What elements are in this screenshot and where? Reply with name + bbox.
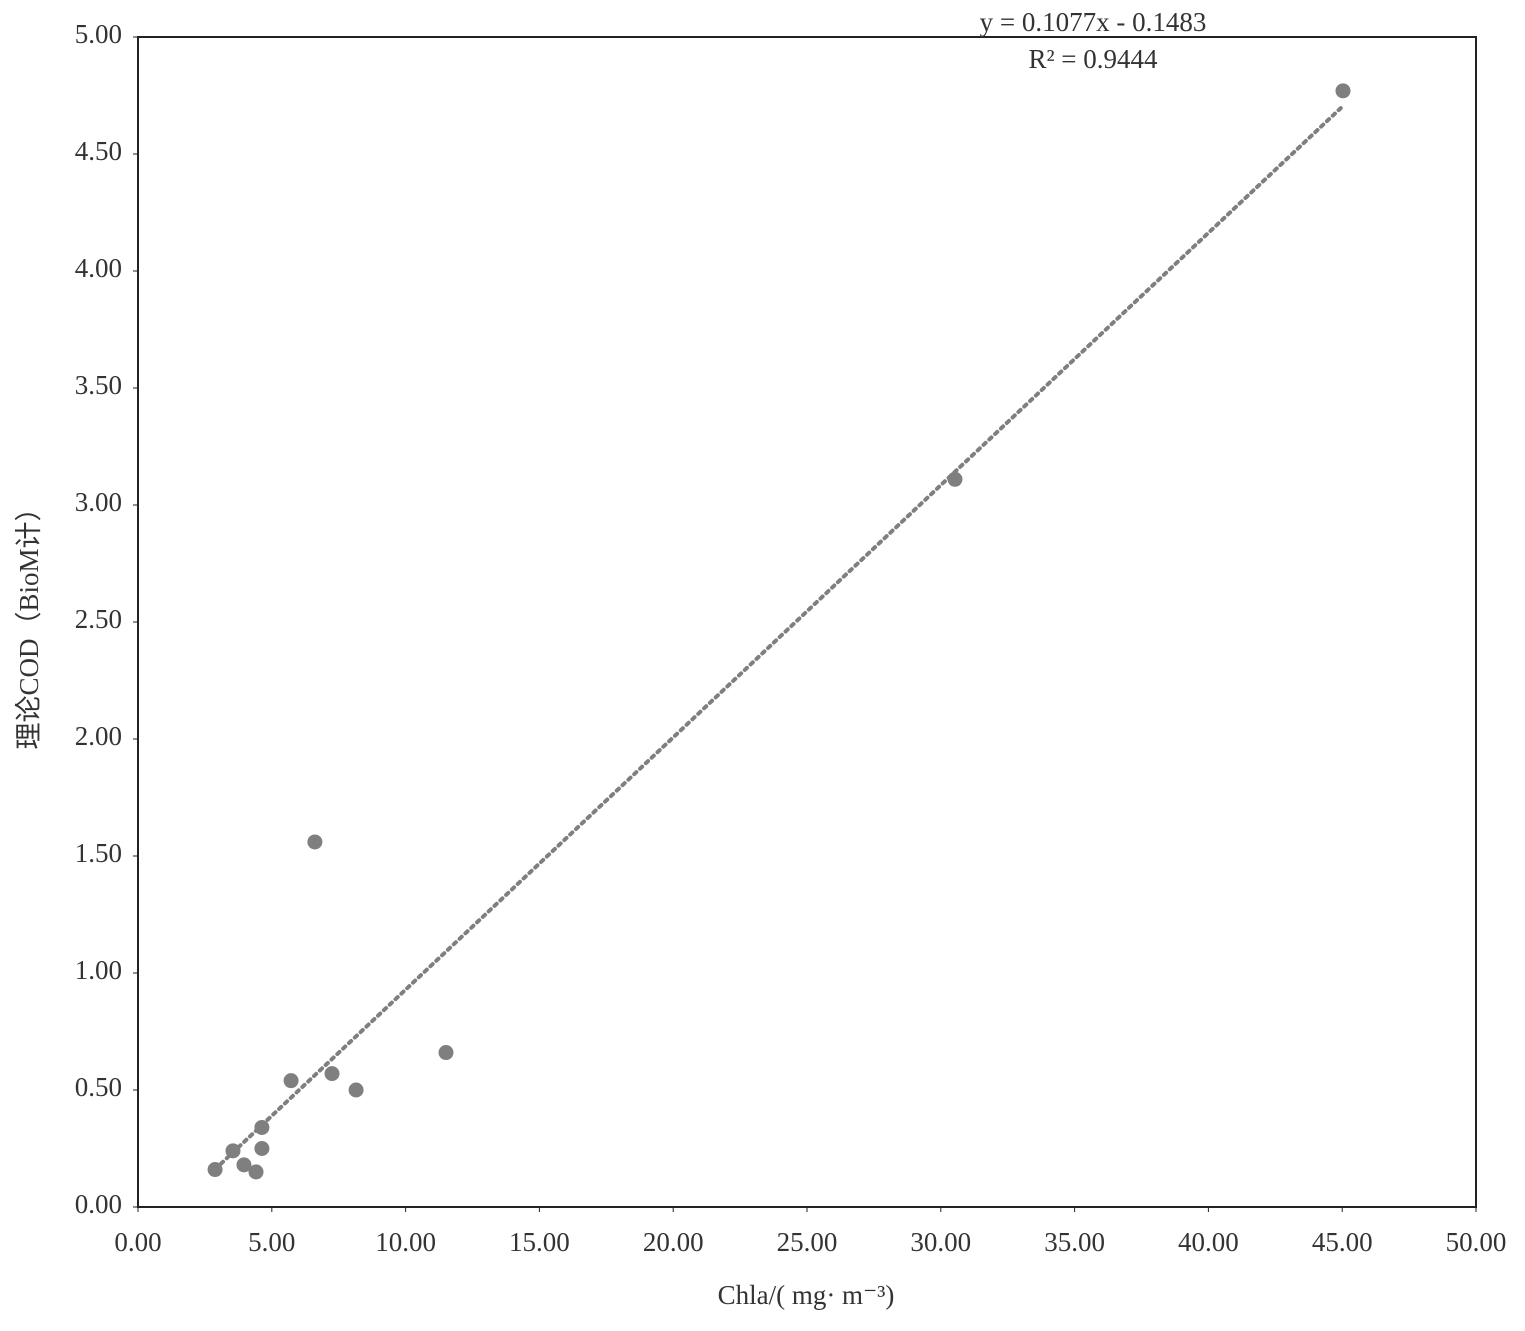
x-tick-label: 45.00 <box>1312 1227 1373 1257</box>
point <box>283 1073 299 1089</box>
y-tick-label: 3.50 <box>75 370 122 400</box>
equation: y = 0.1077x - 0.1483 <box>980 7 1207 37</box>
point <box>307 834 323 850</box>
point <box>438 1045 454 1061</box>
x-tick-label: 5.00 <box>248 1227 295 1257</box>
point <box>348 1082 364 1098</box>
point <box>236 1157 252 1173</box>
r-squared: R² = 0.9444 <box>1028 44 1158 74</box>
point <box>1335 83 1351 99</box>
y-tick-label: 5.00 <box>75 19 122 49</box>
x-tick-label: 25.00 <box>777 1227 838 1257</box>
point <box>324 1066 340 1082</box>
x-tick-label: 35.00 <box>1044 1227 1105 1257</box>
x-tick-label: 40.00 <box>1178 1227 1239 1257</box>
point <box>947 471 963 487</box>
y-tick-label: 0.50 <box>75 1072 122 1102</box>
x-tick-label: 0.00 <box>114 1227 161 1257</box>
point <box>207 1162 223 1178</box>
x-tick-label: 30.00 <box>910 1227 971 1257</box>
y-tick-label: 2.00 <box>75 721 122 751</box>
x-axis-label: Chla/( mg· m⁻³) <box>718 1280 895 1310</box>
y-tick-label: 3.00 <box>75 487 122 517</box>
x-tick-label: 50.00 <box>1446 1227 1507 1257</box>
trendline <box>213 103 1346 1172</box>
y-tick-label: 4.00 <box>75 253 122 283</box>
plot-frame <box>137 36 1477 1208</box>
x-tick-label: 20.00 <box>643 1227 704 1257</box>
y-tick-label: 0.00 <box>75 1189 122 1219</box>
point <box>225 1143 241 1159</box>
point <box>254 1119 270 1135</box>
x-tick-label: 15.00 <box>509 1227 570 1257</box>
y-tick-label: 1.50 <box>75 838 122 868</box>
y-tick-label: 4.50 <box>75 136 122 166</box>
y-tick-label: 1.00 <box>75 955 122 985</box>
y-axis-label: 理论COD（BioM计） <box>14 494 44 749</box>
x-tick-label: 10.00 <box>375 1227 436 1257</box>
point <box>254 1141 270 1156</box>
y-tick-label: 2.50 <box>75 604 122 634</box>
point <box>248 1164 264 1180</box>
